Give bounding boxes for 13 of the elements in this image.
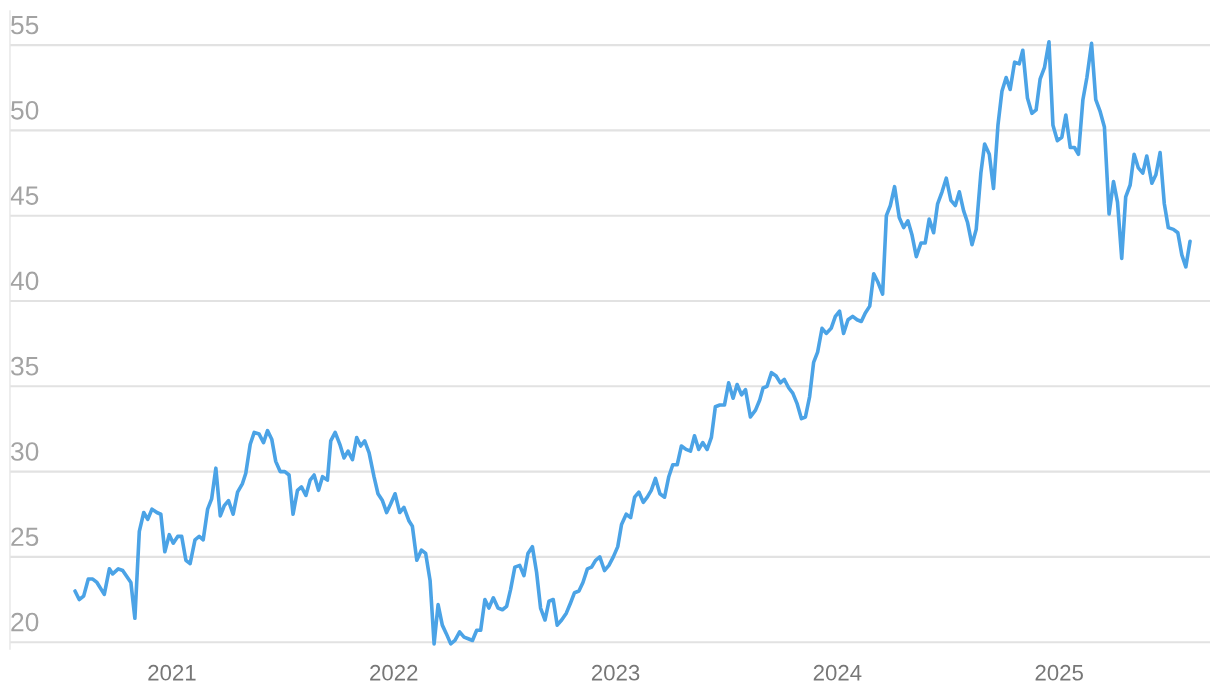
y-tick-label: 45 <box>10 186 39 205</box>
x-tick-label: 2023 <box>591 664 640 681</box>
y-tick-label: 30 <box>11 442 39 461</box>
y-tick-label: 35 <box>11 356 39 376</box>
x-tick-label: 2021 <box>148 664 196 681</box>
x-tick-label: 2024 <box>813 664 862 681</box>
y-tick-label: 25 <box>11 527 39 547</box>
x-tick-label: 2025 <box>1035 664 1083 681</box>
x-tick-label: 2022 <box>370 664 418 681</box>
y-tick-label: 55 <box>11 15 39 35</box>
y-tick-label: 20 <box>11 612 39 632</box>
y-tick-label: 40 <box>10 271 39 291</box>
y-tick-label: 50 <box>11 100 39 120</box>
